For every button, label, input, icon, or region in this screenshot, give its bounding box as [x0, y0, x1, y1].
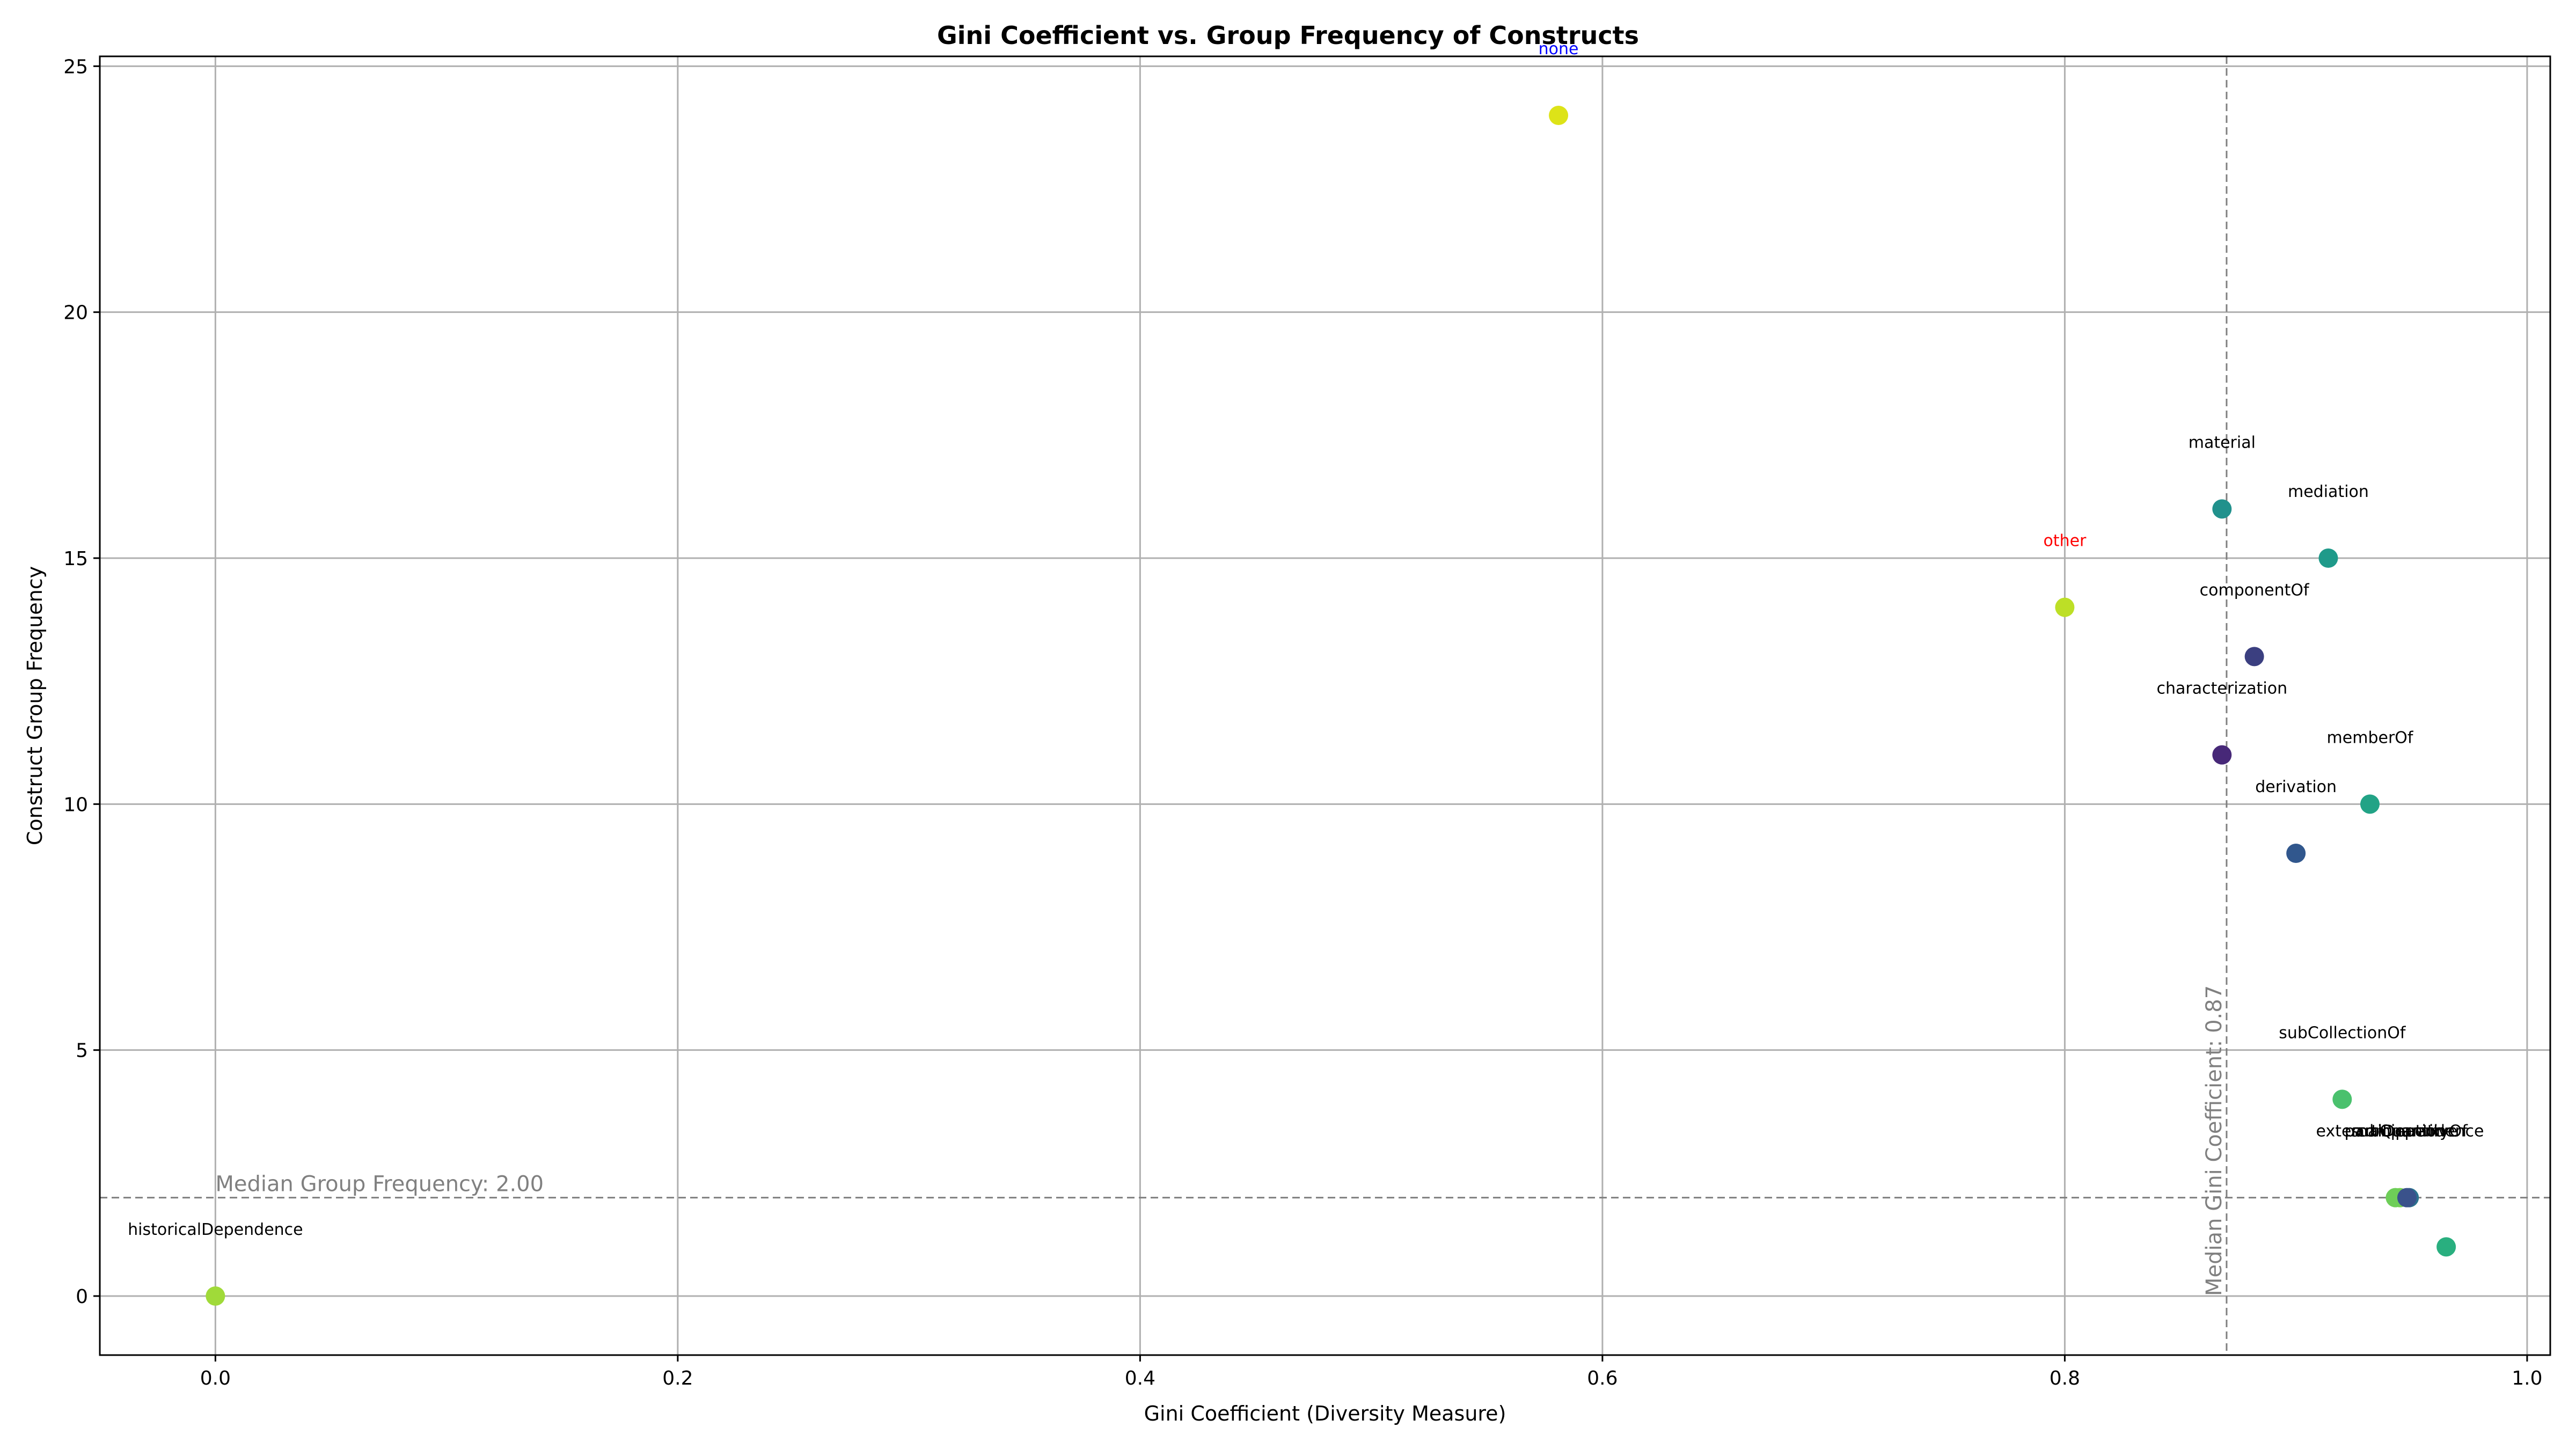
point-label: memberOf	[2327, 728, 2414, 747]
point-label: participation	[2345, 1122, 2447, 1141]
point-label: comparative	[2357, 1122, 2458, 1141]
reference-lines: Median Gini Coefficient: 0.87 Median Grou…	[100, 56, 2550, 1355]
data-points	[206, 106, 2456, 1306]
data-point	[2212, 499, 2232, 519]
median-frequency-label: Median Group Frequency: 2.00	[215, 1172, 544, 1197]
x-axis-ticks: 0.0 0.2 0.4 0.6 0.8 1.0	[200, 1355, 2543, 1389]
data-point	[2244, 647, 2264, 667]
y-axis-ticks: 0 5 10 15 20 25	[63, 56, 100, 1308]
data-point	[2286, 844, 2306, 863]
y-tick-label: 0	[76, 1286, 88, 1308]
point-label: other	[2043, 532, 2087, 551]
data-point	[2055, 597, 2075, 617]
y-tick-label: 25	[63, 56, 88, 78]
data-point	[206, 1286, 225, 1306]
data-point	[2397, 1188, 2417, 1208]
point-labels: none material mediation other componentOf cha…	[128, 40, 2484, 1239]
data-point	[2332, 1089, 2352, 1109]
data-point	[2212, 745, 2232, 765]
data-point	[1549, 106, 1569, 125]
x-tick-label: 0.4	[1125, 1367, 1155, 1389]
point-label: none	[1539, 40, 1579, 58]
point-label: externalDependence	[2316, 1122, 2484, 1141]
plot-frame	[99, 55, 2551, 1356]
data-point	[2436, 1237, 2456, 1257]
data-point	[2318, 548, 2338, 568]
y-tick-label: 10	[63, 794, 88, 816]
point-label: derivation	[2255, 778, 2337, 796]
y-tick-label: 15	[63, 548, 88, 570]
point-label: characterization	[2157, 679, 2288, 698]
grid	[100, 56, 2550, 1355]
chart-title: Gini Coefficient vs. Group Frequency of …	[937, 21, 1639, 50]
x-axis-label: Gini Coefficient (Diversity Measure)	[1144, 1402, 1506, 1425]
data-point	[2360, 794, 2380, 814]
y-tick-label: 5	[76, 1040, 88, 1062]
x-tick-label: 0.8	[2050, 1367, 2080, 1389]
y-axis-label: Construct Group Frequency	[23, 566, 47, 845]
x-tick-label: 0.2	[662, 1367, 693, 1389]
x-tick-label: 0.6	[1587, 1367, 1618, 1389]
y-tick-label: 20	[63, 302, 88, 324]
x-tick-label: 0.0	[200, 1367, 231, 1389]
median-gini-label: Median Gini Coefficient: 0.87	[2202, 985, 2227, 1296]
point-label: historicalDependence	[128, 1220, 303, 1239]
point-label: componentOf	[2200, 581, 2310, 599]
point-label: material	[2189, 433, 2256, 452]
x-tick-label: 1.0	[2512, 1367, 2542, 1389]
point-label: subCollectionOf	[2279, 1023, 2406, 1042]
point-label: mediation	[2288, 482, 2369, 501]
point-label: subQuantityOf	[2351, 1122, 2468, 1141]
